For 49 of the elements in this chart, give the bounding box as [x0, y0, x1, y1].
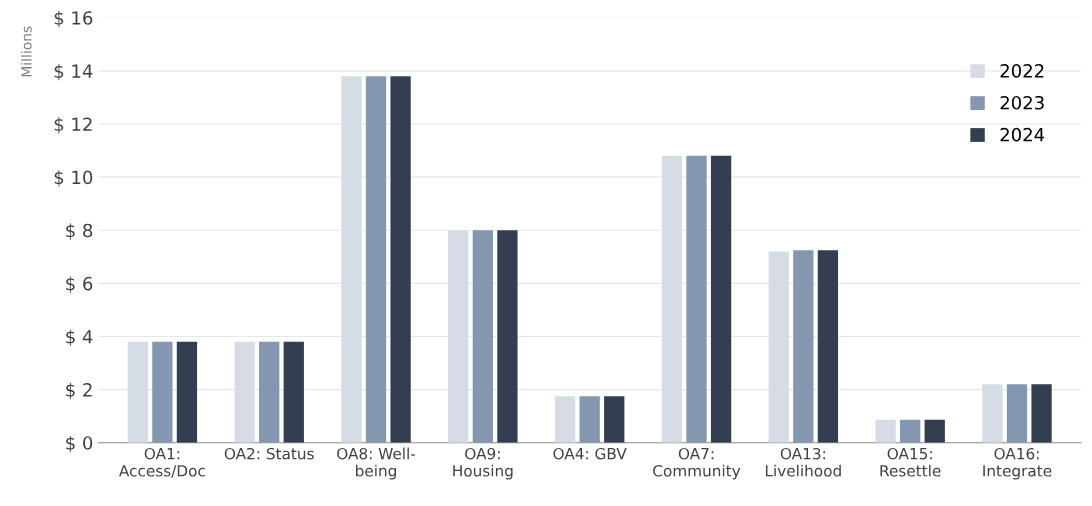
bar	[900, 419, 921, 443]
x-tick-label: OA4: GBV	[553, 447, 627, 460]
bar	[127, 341, 148, 443]
x-tick-label: OA2: Status	[224, 447, 314, 460]
bar	[365, 76, 387, 443]
bar	[793, 250, 814, 443]
bar	[554, 396, 576, 443]
bar	[686, 155, 707, 443]
bar	[448, 230, 469, 443]
bar	[604, 396, 625, 443]
x-tick-label: OA13: Livelihood	[765, 447, 841, 477]
bar	[176, 341, 198, 443]
y-tick-label: $ 16	[54, 10, 93, 28]
x-tick-label: OA16: Integrate	[983, 447, 1052, 480]
bar	[283, 341, 304, 443]
y-tick-label: $ 2	[66, 382, 92, 400]
y-tick-label: $ 8	[66, 223, 93, 240]
bar	[1031, 384, 1052, 443]
bar	[390, 76, 411, 443]
bar	[924, 419, 945, 443]
bar	[710, 155, 732, 443]
y-tick-label: $ 12	[54, 117, 92, 134]
legend-label: 2023	[1000, 95, 1044, 110]
bar	[234, 341, 255, 443]
x-tick-label: OA1: Access/Doc	[119, 447, 205, 478]
bar	[497, 230, 518, 443]
x-tick-label: OA7: Community	[653, 447, 741, 480]
bar	[1006, 384, 1028, 443]
y-tick-label: $ 6	[66, 276, 93, 293]
y-tick-label: $ 10	[54, 170, 93, 187]
y-tick-label: $ 0	[66, 435, 93, 453]
legend-label: 2022	[1000, 64, 1044, 78]
bar	[982, 384, 1003, 443]
bar	[152, 341, 173, 443]
bar	[472, 230, 493, 443]
bar	[817, 250, 839, 443]
x-tick-label: OA8: Well- being	[337, 447, 416, 480]
bar	[768, 251, 789, 443]
bar	[259, 341, 280, 443]
legend-label: 2024	[1000, 127, 1045, 142]
y-axis-title: Millions	[20, 26, 32, 77]
bar	[341, 76, 362, 443]
x-tick-label: OA9: Housing	[453, 447, 513, 480]
x-tick-label: OA15: Resettle	[880, 447, 941, 477]
y-tick-label: $ 4	[66, 329, 93, 346]
bar	[875, 419, 896, 443]
bar	[579, 396, 600, 443]
y-tick-label: $ 14	[54, 63, 93, 81]
bar	[661, 155, 683, 443]
